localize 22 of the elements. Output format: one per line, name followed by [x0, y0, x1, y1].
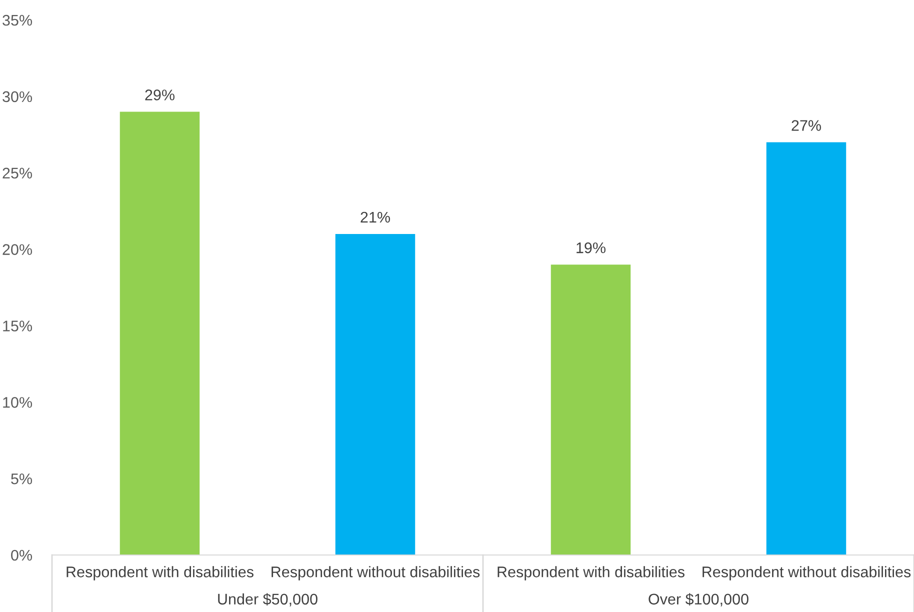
- bar: [766, 142, 846, 555]
- bar: [550, 264, 631, 555]
- data-label: 27%: [792, 120, 821, 131]
- y-tick-label: 20%: [2, 244, 32, 255]
- y-tick-label: 25%: [2, 168, 32, 179]
- bar: [335, 234, 416, 555]
- y-tick-label: 5%: [11, 474, 32, 484]
- data-label: 21%: [360, 212, 390, 223]
- text: Over $100,000: [648, 593, 748, 606]
- y-tick-label: 10%: [3, 397, 32, 408]
- y-tick-label: 35%: [2, 14, 32, 26]
- y-tick-label: 0%: [11, 550, 32, 561]
- bar: [120, 112, 200, 555]
- x-tick-label: Respondent without disabilities: [272, 566, 480, 580]
- x-tick-label: Respondent with disabilities: [498, 566, 684, 580]
- x-tick-label: Respondent with disabilities: [66, 566, 254, 580]
- data-label: 29%: [145, 90, 174, 100]
- y-tick-label: 30%: [2, 91, 32, 102]
- text: Under $50,000: [218, 593, 318, 606]
- data-label: 19%: [576, 242, 606, 254]
- x-tick-label: Respondent without disabilities: [702, 566, 911, 580]
- y-tick-label: 15%: [3, 320, 32, 332]
